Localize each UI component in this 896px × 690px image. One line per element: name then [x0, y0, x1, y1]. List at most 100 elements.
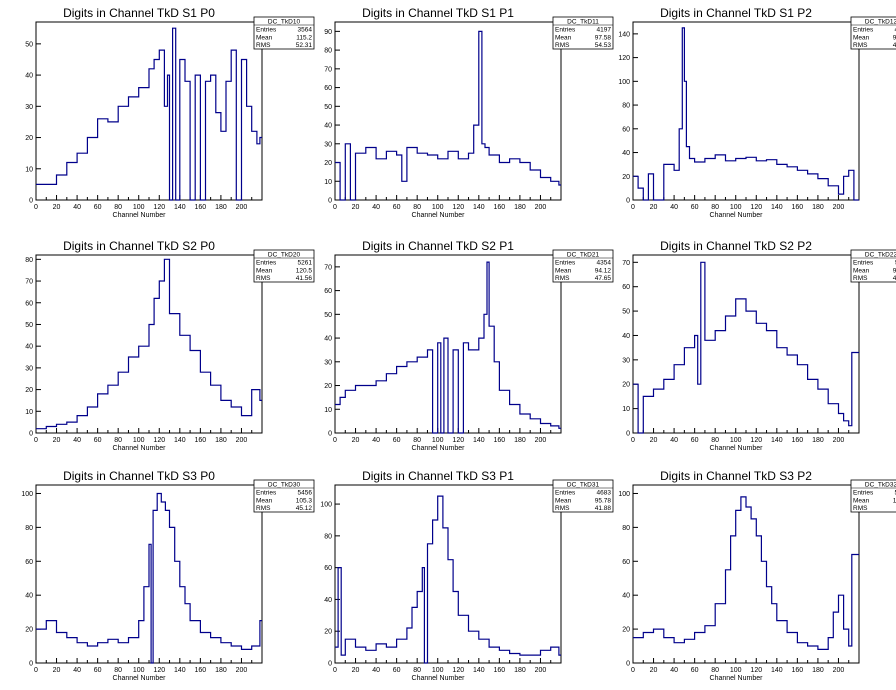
y-tick-label: 30 — [25, 104, 33, 111]
panel-title: Digits in Channel TkD S1 P2 — [660, 6, 812, 20]
x-tick-label: 100 — [133, 437, 145, 444]
y-tick-label: 20 — [324, 383, 332, 390]
stats-label: Entries — [256, 27, 277, 34]
x-tick-label: 140 — [174, 204, 186, 211]
x-tick-label: 160 — [792, 667, 804, 674]
y-tick-label: 20 — [25, 387, 33, 394]
stats-box: DC_TkD22Entries5113Mean97.33RMS49.01 — [850, 249, 896, 283]
panel-title: Digits in Channel TkD S3 P0 — [63, 469, 215, 483]
stats-value: 5261 — [298, 260, 313, 267]
panel-title: Digits in Channel TkD S2 P1 — [362, 239, 514, 253]
x-tick-label: 180 — [514, 204, 526, 211]
stats-value: 97.33 — [893, 267, 896, 274]
x-tick-label: 200 — [535, 204, 547, 211]
stats-value: 41.56 — [296, 275, 313, 282]
stats-value: 105.3 — [296, 497, 313, 504]
x-tick-label: 120 — [153, 204, 165, 211]
x-tick-label: 120 — [750, 204, 762, 211]
x-tick-label: 20 — [650, 204, 658, 211]
panel-title: Digits in Channel TkD S1 P1 — [362, 6, 514, 20]
x-tick-label: 140 — [473, 204, 485, 211]
stats-box-frame — [850, 479, 896, 513]
y-tick-label: 20 — [622, 174, 630, 181]
x-tick-label: 120 — [452, 667, 464, 674]
y-tick-label: 80 — [324, 48, 332, 55]
histogram-series — [633, 27, 859, 201]
x-tick-label: 140 — [473, 437, 485, 444]
y-tick-label: 20 — [324, 629, 332, 636]
panel-title: Digits in Channel TkD S3 P1 — [362, 469, 514, 483]
x-tick-label: 180 — [514, 667, 526, 674]
histogram-series — [36, 27, 262, 201]
y-tick-label: 70 — [324, 264, 332, 271]
y-tick-label: 20 — [25, 135, 33, 142]
stats-label: RMS — [555, 505, 570, 512]
x-tick-label: 100 — [730, 204, 742, 211]
y-tick-label: 70 — [324, 66, 332, 73]
x-tick-label: 20 — [352, 204, 360, 211]
stats-box-frame — [850, 249, 896, 283]
stats-value: 109.7 — [893, 497, 896, 504]
y-tick-label: 30 — [25, 365, 33, 372]
y-tick-label: 60 — [324, 565, 332, 572]
x-tick-label: 60 — [94, 204, 102, 211]
stats-label: Entries — [555, 260, 576, 267]
y-tick-label: 60 — [25, 559, 33, 566]
y-tick-label: 0 — [328, 661, 332, 668]
stats-label: RMS — [853, 275, 868, 282]
x-tick-label: 40 — [73, 204, 81, 211]
plot-frame — [632, 484, 860, 664]
stats-label: Mean — [555, 497, 572, 504]
x-tick-label: 120 — [153, 667, 165, 674]
panel-title: Digits in Channel TkD S2 P0 — [63, 239, 215, 253]
stats-value: 5456 — [298, 490, 313, 497]
x-tick-label: 0 — [333, 437, 337, 444]
histogram-panel-6: Digits in Channel TkD S2 P20 20 40 60 80 100 1… — [622, 239, 896, 452]
stats-box-frame — [253, 16, 315, 50]
stats-box-name: DC_TkD30 — [268, 482, 301, 489]
x-tick-label: 160 — [494, 667, 506, 674]
x-tick-label: 160 — [494, 204, 506, 211]
y-tick-label: 30 — [324, 359, 332, 366]
x-tick-label: 180 — [215, 204, 227, 211]
stats-box-frame — [850, 16, 896, 50]
y-tick-label: 0 — [29, 198, 33, 205]
x-tick-label: 200 — [535, 437, 547, 444]
stats-box-frame — [552, 249, 614, 283]
x-tick-label: 140 — [174, 437, 186, 444]
stats-box-name: DC_TkD11 — [567, 19, 599, 26]
x-tick-label: 20 — [53, 437, 61, 444]
y-tick-label: 60 — [25, 300, 33, 307]
x-tick-label: 0 — [631, 437, 635, 444]
y-tick-label: 10 — [622, 406, 630, 413]
x-tick-label: 180 — [812, 437, 824, 444]
y-tick-label: 40 — [25, 344, 33, 351]
stats-box-frame — [253, 479, 315, 513]
stats-value: 4834 — [895, 27, 896, 34]
stats-box-name: DC_TkD12 — [865, 19, 896, 26]
stats-value: 4354 — [597, 260, 612, 267]
y-tick-label: 100 — [618, 79, 630, 86]
y-tick-label: 20 — [622, 382, 630, 389]
stats-value: 41.88 — [595, 505, 612, 512]
y-tick-label: 30 — [324, 141, 332, 148]
stats-label: RMS — [256, 275, 271, 282]
x-axis-label: Channel Number — [412, 675, 466, 682]
y-tick-label: 40 — [25, 73, 33, 80]
y-tick-label: 40 — [324, 336, 332, 343]
y-tick-label: 10 — [324, 179, 332, 186]
histogram-series — [335, 495, 561, 664]
stats-box-name: DC_TkD20 — [268, 252, 301, 259]
x-axis-label: Channel Number — [113, 445, 167, 452]
x-tick-label: 40 — [372, 437, 380, 444]
x-tick-label: 120 — [750, 667, 762, 674]
x-tick-label: 160 — [195, 667, 207, 674]
x-tick-label: 60 — [94, 437, 102, 444]
stats-label: Mean — [256, 34, 273, 41]
stats-label: Entries — [853, 27, 874, 34]
y-tick-label: 0 — [626, 431, 630, 438]
histogram-panel-5: Digits in Channel TkD S2 P10 20 40 60 80 100 1… — [324, 239, 614, 452]
x-tick-label: 40 — [670, 204, 678, 211]
